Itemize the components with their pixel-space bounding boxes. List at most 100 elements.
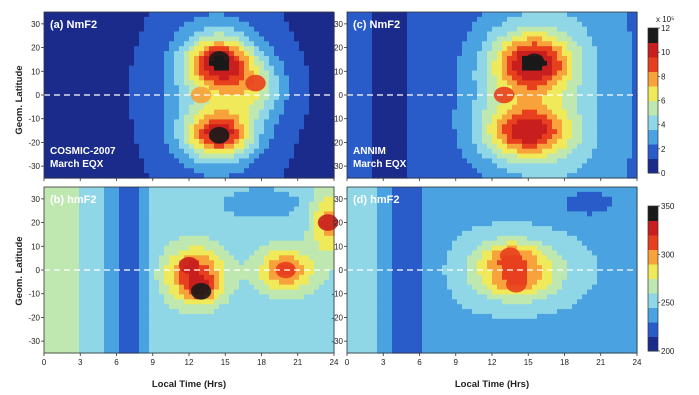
heatmap-cell [79,235,85,242]
heatmap-cell [402,65,408,72]
heatmap-cell [119,216,125,222]
heatmap-cell [487,85,493,91]
heatmap-cell [442,46,448,52]
heatmap-cell [372,31,378,38]
heatmap-cell [124,168,130,174]
heatmap-cell [234,26,240,33]
heatmap-cell [94,70,100,77]
heatmap-cell [324,70,330,77]
heatmap-cell [114,12,120,18]
heatmap-cell [119,60,125,67]
heatmap-cell [587,16,593,23]
heatmap-cell [597,153,603,160]
heatmap-cell [527,119,533,125]
heatmap-cell [119,90,125,96]
heatmap-cell [114,65,120,72]
heatmap-cell [587,168,593,174]
heatmap-cell [467,114,473,121]
heatmap-cell [387,12,393,18]
heatmap-cell [377,41,383,47]
y-tick-label: -20 [331,138,343,147]
heatmap-cell [154,51,160,57]
heatmap-cell [562,99,568,106]
heatmap-cell [309,173,315,179]
heatmap-cell [372,129,378,135]
heatmap-cell [224,21,230,28]
heatmap-cell [607,129,613,135]
heatmap-cell [632,70,638,77]
heatmap-cell [114,279,120,286]
heatmap-cell [274,12,280,18]
heatmap-cell [134,289,140,296]
heatmap-cell [542,65,548,72]
heatmap-cell [487,51,493,57]
heatmap-cell [582,153,588,160]
heatmap-cell [582,129,588,135]
heatmap-cell [527,148,533,155]
heatmap-cell [472,60,478,67]
heatmap-cell [324,143,330,150]
heatmap-cell [547,129,553,135]
heatmap-cell [184,299,190,305]
heatmap-cell [497,70,503,77]
heatmap-cell [164,270,170,276]
heatmap-cell [542,158,548,164]
heatmap-cell [94,279,100,286]
heatmap-cell [477,104,483,111]
heatmap-cell [244,119,250,125]
heatmap-cell [432,134,438,140]
heatmap-cell [249,134,255,140]
heatmap-cell [239,153,245,160]
heatmap-cell [124,173,130,179]
heatmap-cell [179,255,185,261]
heatmap-cell [119,70,125,77]
heatmap-cell [144,338,150,344]
heatmap-cell [89,289,95,296]
heatmap-cell [269,26,275,33]
heatmap-cell [124,119,130,125]
heatmap-cell [189,70,195,77]
heatmap-cell [154,95,160,101]
heatmap-cell [477,85,483,91]
heatmap-cell [547,80,553,86]
heatmap-cell [144,226,150,232]
heatmap-cell [552,119,558,125]
heatmap-cell [269,12,275,18]
heatmap-cell [274,95,280,101]
heatmap-cell [562,80,568,86]
heatmap-cell [309,90,315,96]
heatmap-cell [164,75,170,81]
heatmap-cell [179,134,185,140]
heatmap-cell [109,95,115,101]
heatmap-cell [149,274,155,281]
heatmap-cell [602,124,608,130]
heatmap-cell [74,323,80,330]
heatmap-cell [472,95,478,101]
heatmap-cell [329,153,335,160]
heatmap-cell [274,104,280,111]
heatmap-cell [144,260,150,266]
heatmap-cell [54,235,60,242]
heatmap-cell [154,55,160,62]
heatmap-cell [79,333,85,339]
heatmap-cell [129,206,135,213]
heatmap-cell [547,31,553,38]
heatmap-cell [114,119,120,125]
heatmap-cell [159,60,165,67]
heatmap-cell [54,129,60,135]
heatmap-cell [99,235,105,242]
heatmap-cell [462,173,468,179]
heatmap-cell [114,191,120,198]
heatmap-cell [407,55,413,62]
heatmap-cell [174,153,180,160]
heatmap-cell [309,124,315,130]
heatmap-cell [149,51,155,57]
heatmap-cell [139,206,145,213]
heatmap-cell [99,65,105,72]
heatmap-cell [452,80,458,86]
heatmap-cell [259,134,265,140]
heatmap-cell [169,129,175,135]
heatmap-cell [387,148,393,155]
heatmap-cell [54,173,60,179]
heatmap-cell [362,138,368,145]
